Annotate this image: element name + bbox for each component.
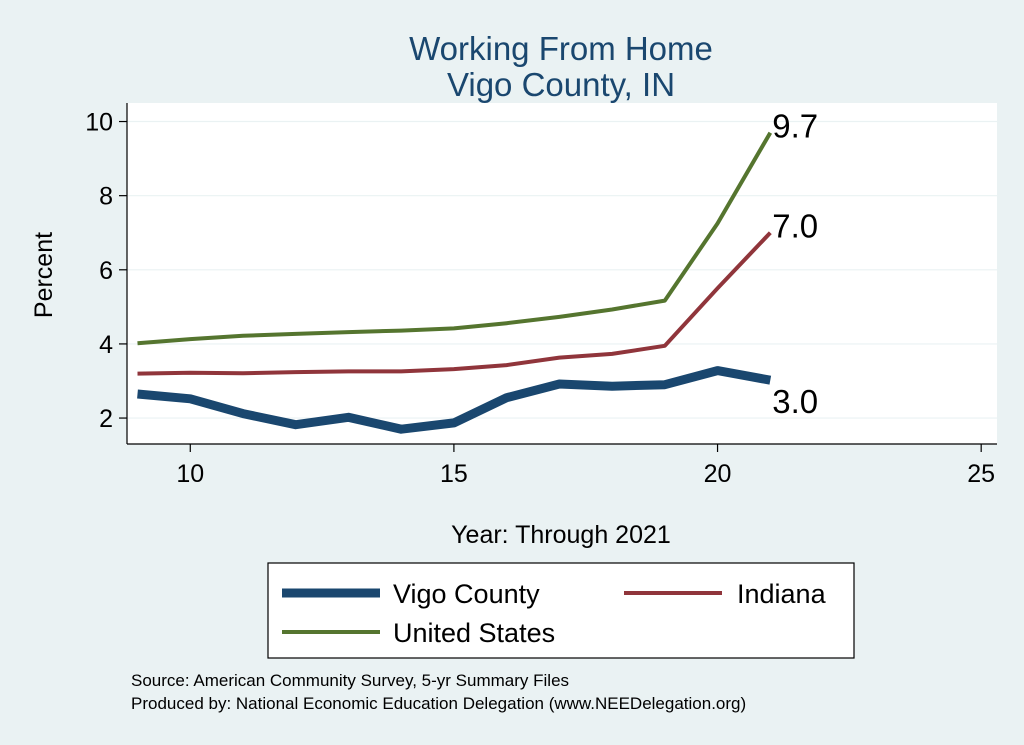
series-line-vigo-county bbox=[137, 366, 772, 434]
end-labels-layer: 3.0 7.0 9.7 bbox=[772, 108, 818, 421]
x-axis-title: Year: Through 2021 bbox=[451, 521, 671, 549]
legend-box bbox=[267, 562, 855, 659]
x-tick-label-25: 25 bbox=[967, 460, 995, 488]
series-layer bbox=[137, 131, 773, 434]
chart-title-line-2: Vigo County, IN bbox=[447, 66, 675, 103]
y-ticks: 2 4 6 8 10 bbox=[85, 109, 127, 433]
y-tick-label-4: 4 bbox=[99, 331, 113, 359]
end-label-vigo-county: 3.0 bbox=[772, 383, 818, 420]
produced-by-note: Produced by: National Economic Education… bbox=[131, 694, 746, 713]
legend: Vigo County Indiana United States bbox=[267, 562, 855, 659]
y-tick-label-6: 6 bbox=[99, 257, 113, 285]
plot-area bbox=[127, 103, 997, 444]
y-tick-label-8: 8 bbox=[99, 183, 113, 211]
y-tick-label-2: 2 bbox=[99, 405, 113, 433]
x-tick-label-10: 10 bbox=[176, 460, 204, 488]
source-note: Source: American Community Survey, 5-yr … bbox=[131, 671, 569, 690]
series-line-indiana bbox=[137, 231, 772, 376]
end-label-indiana: 7.0 bbox=[772, 208, 818, 245]
x-ticks: 10 15 20 25 bbox=[176, 444, 995, 488]
legend-label-indiana: Indiana bbox=[737, 579, 827, 609]
x-tick-label-20: 20 bbox=[704, 460, 732, 488]
x-tick-label-15: 15 bbox=[440, 460, 468, 488]
legend-label-vigo-county: Vigo County bbox=[393, 579, 540, 609]
y-axis-title: Percent bbox=[30, 232, 58, 318]
legend-label-united-states: United States bbox=[393, 618, 555, 648]
chart-title-line-1: Working From Home bbox=[409, 30, 713, 67]
series-line-united-states bbox=[137, 131, 773, 346]
y-tick-label-10: 10 bbox=[85, 109, 113, 137]
end-label-united-states: 9.7 bbox=[772, 108, 818, 145]
